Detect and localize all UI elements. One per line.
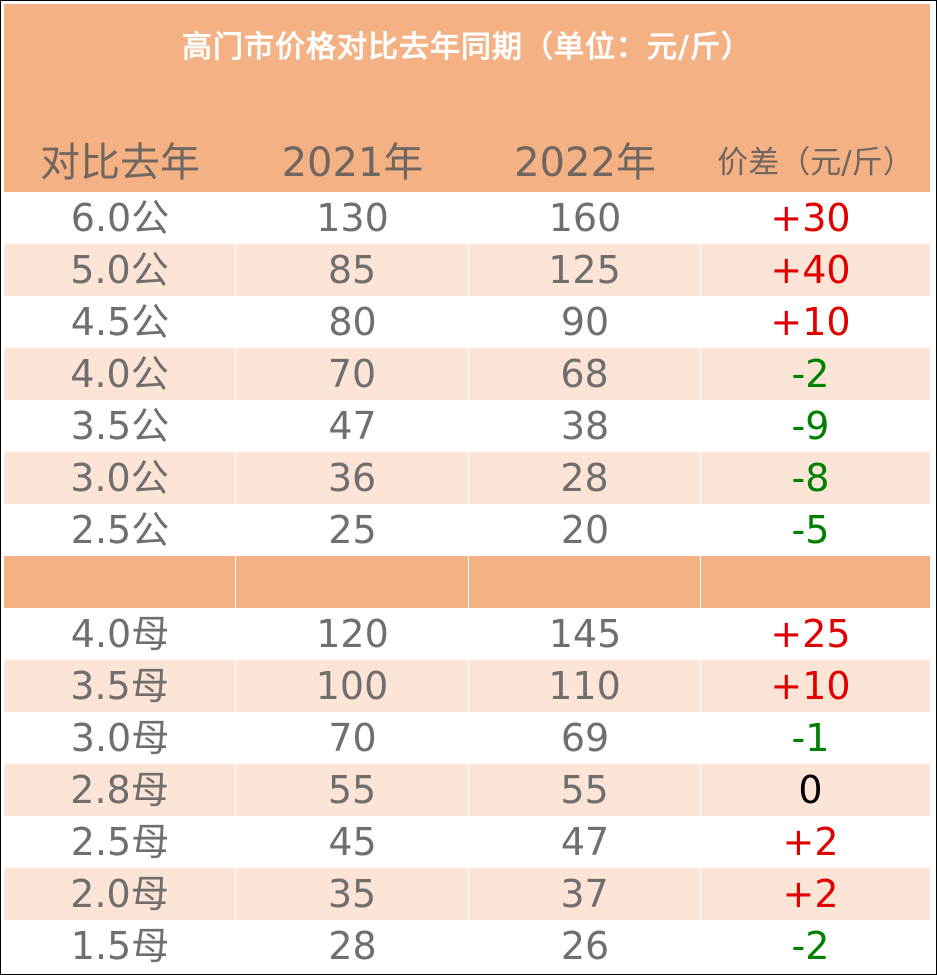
cell-price-diff: -5 bbox=[791, 508, 830, 552]
table-row: 1.5母 28 26 -2 bbox=[4, 920, 930, 972]
cell-2021-price: 28 bbox=[328, 924, 377, 968]
cell-2021-price: 70 bbox=[236, 348, 469, 400]
cell-2021-price: 120 bbox=[316, 612, 389, 656]
cell-spec: 3.0公 bbox=[4, 452, 236, 504]
cell-spec: 3.0母 bbox=[70, 716, 170, 760]
cell-2022-price: 20 bbox=[560, 508, 610, 552]
cell-price-diff: -2 bbox=[791, 352, 830, 396]
cell-price-diff: -8 bbox=[791, 456, 830, 500]
cell-spec: 2.5母 bbox=[70, 820, 170, 864]
col-header-price-diff: 价差（元/斤） bbox=[717, 145, 914, 181]
table-header: 高门市价格对比去年同期（单位：元/斤） 对比去年 2021年 2022年 价差（… bbox=[4, 4, 930, 192]
cell-2021-price: 100 bbox=[236, 660, 469, 712]
cell-2022-price: 110 bbox=[469, 660, 701, 712]
cell-price-diff: +2 bbox=[782, 820, 839, 864]
cell-2022-price: 38 bbox=[560, 404, 610, 448]
col-header-2022: 2022年 bbox=[514, 140, 656, 186]
cell-spec: 3.5母 bbox=[4, 660, 236, 712]
table-row: 4.5公 80 90 +10 bbox=[4, 296, 930, 348]
cell-2022-price: 125 bbox=[469, 244, 701, 296]
table-row: 5.0公 85 125 +40 bbox=[4, 244, 930, 296]
cell-spec: 4.0公 bbox=[4, 348, 236, 400]
cell-2022-price: 90 bbox=[560, 300, 610, 344]
table-row: 2.5母 45 47 +2 bbox=[4, 816, 930, 868]
table-row: 3.5母 100 110 +10 bbox=[4, 660, 930, 712]
cell-spec bbox=[4, 556, 236, 608]
cell-2021-price: 47 bbox=[328, 404, 377, 448]
cell-2021-price bbox=[236, 556, 469, 608]
cell-2022-price: 160 bbox=[548, 196, 622, 240]
cell-price-diff: -9 bbox=[791, 404, 830, 448]
cell-2021-price: 85 bbox=[236, 244, 469, 296]
cell-2022-price: 28 bbox=[469, 452, 701, 504]
col-header-2021: 2021年 bbox=[281, 140, 424, 186]
cell-spec: 2.8母 bbox=[4, 764, 236, 816]
cell-spec: 4.0母 bbox=[70, 612, 170, 656]
table-row: 3.0母 70 69 -1 bbox=[4, 712, 930, 764]
cell-2021-price: 70 bbox=[328, 716, 377, 760]
cell-price-diff: +30 bbox=[770, 196, 851, 240]
cell-2022-price: 69 bbox=[560, 716, 610, 760]
table-row: 3.0公 36 28 -8 bbox=[4, 452, 930, 504]
cell-price-diff: -1 bbox=[791, 716, 830, 760]
table-row: 2.8母 55 55 0 bbox=[4, 764, 930, 816]
cell-spec: 5.0公 bbox=[4, 244, 236, 296]
cell-price-diff: +10 bbox=[770, 300, 851, 344]
cell-price-diff: 0 bbox=[798, 768, 823, 812]
separator-row bbox=[4, 556, 930, 608]
cell-2021-price: 35 bbox=[236, 868, 469, 920]
cell-spec: 1.5母 bbox=[70, 924, 170, 968]
cell-2021-price: 130 bbox=[316, 196, 389, 240]
cell-2022-price: 37 bbox=[469, 868, 701, 920]
table-row: 6.0公 130 160 +30 bbox=[4, 192, 930, 244]
cell-spec: 2.0母 bbox=[4, 868, 236, 920]
cell-2021-price: 36 bbox=[236, 452, 469, 504]
table-body: 6.0公 130 160 +30 5.0公 85 125 +40 4.5公 80 90 +10 4.0公… bbox=[4, 192, 930, 972]
cell-2022-price: 55 bbox=[469, 764, 701, 816]
table-title: 高门市价格对比去年同期（单位：元/斤） bbox=[182, 30, 752, 65]
cell-spec: 2.5公 bbox=[70, 508, 170, 552]
cell-2021-price: 80 bbox=[328, 300, 377, 344]
cell-2022-price bbox=[469, 556, 701, 608]
cell-price-diff bbox=[701, 556, 930, 608]
table-row: 2.5公 25 20 -5 bbox=[4, 504, 930, 556]
cell-price-diff: -2 bbox=[791, 924, 830, 968]
cell-price-diff: +2 bbox=[782, 872, 839, 916]
cell-2022-price: 47 bbox=[560, 820, 610, 864]
cell-spec: 6.0公 bbox=[70, 196, 170, 240]
cell-price-diff: +10 bbox=[770, 664, 851, 708]
cell-2022-price: 145 bbox=[548, 612, 622, 656]
cell-2021-price: 55 bbox=[236, 764, 469, 816]
col-header-compare: 对比去年 bbox=[40, 140, 200, 186]
table-row: 4.0公 70 68 -2 bbox=[4, 348, 930, 400]
cell-2022-price: 26 bbox=[560, 924, 610, 968]
cell-spec: 3.5公 bbox=[70, 404, 170, 448]
cell-price-diff: +25 bbox=[770, 612, 851, 656]
cell-price-diff: +40 bbox=[770, 248, 851, 292]
table-row: 3.5公 47 38 -9 bbox=[4, 400, 930, 452]
table-row: 2.0母 35 37 +2 bbox=[4, 868, 930, 920]
table-row: 4.0母 120 145 +25 bbox=[4, 608, 930, 660]
cell-spec: 4.5公 bbox=[70, 300, 170, 344]
cell-2021-price: 45 bbox=[328, 820, 377, 864]
cell-2022-price: 68 bbox=[469, 348, 701, 400]
cell-2021-price: 25 bbox=[328, 508, 377, 552]
